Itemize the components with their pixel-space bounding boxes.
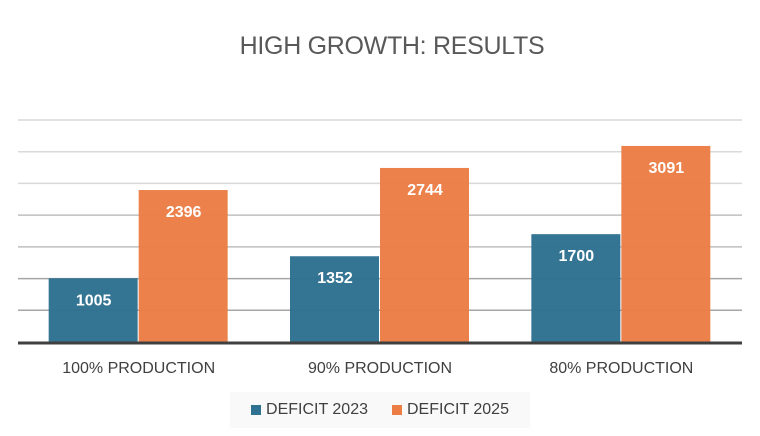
legend-item-deficit-2025: DEFICIT 2025	[392, 401, 509, 419]
data-label-deficit-2025-3: 3091	[649, 160, 685, 177]
legend-label: DEFICIT 2025	[407, 401, 509, 418]
bar-deficit-2025-1	[138, 190, 228, 342]
data-label-deficit-2023-2: 1352	[317, 270, 353, 287]
x-tick-label-2: 90% PRODUCTION	[308, 360, 452, 377]
bars: 1005 2396 1352 2744 1700 3091	[48, 145, 711, 342]
data-label-deficit-2025-2: 2744	[407, 182, 443, 199]
bar-deficit-2023-3	[531, 234, 621, 342]
legend-label: DEFICIT 2023	[266, 401, 368, 418]
x-tick-label-1: 100% PRODUCTION	[62, 360, 215, 377]
data-label-deficit-2023-1: 1005	[76, 292, 112, 309]
legend-swatch-deficit-2023	[251, 405, 262, 415]
data-label-deficit-2025-1: 2396	[166, 204, 202, 221]
bar-deficit-2025-3	[621, 145, 711, 342]
legend-swatch-deficit-2025	[392, 405, 402, 415]
chart-title: HIGH GROWTH: RESULTS	[239, 32, 545, 60]
x-axis-labels: 100% PRODUCTION 90% PRODUCTION 80% PRODUCT…	[62, 360, 693, 377]
bar-deficit-2025-2	[380, 167, 469, 342]
data-label-deficit-2023-3: 1700	[559, 248, 595, 265]
bar-deficit-2023-2	[290, 256, 379, 342]
bar-deficit-2023-1	[48, 278, 138, 342]
legend: DEFICIT 2023 DEFICIT 2025	[230, 392, 530, 428]
x-tick-label-3: 80% PRODUCTION	[549, 360, 693, 377]
legend-item-deficit-2023: DEFICIT 2023	[251, 401, 368, 419]
